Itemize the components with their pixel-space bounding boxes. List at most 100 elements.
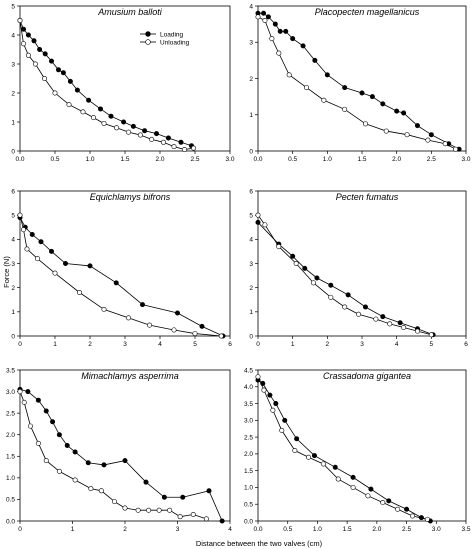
y-tick-label: 2.5 [6,410,15,417]
unloading-point [20,41,26,47]
unloading-point [156,507,162,513]
y-tick-label: 1.0 [244,485,253,492]
unloading-point [203,516,209,522]
x-tick-label: 6 [228,341,232,348]
x-tick-label: 2.0 [155,156,164,163]
plot-frame [19,369,231,522]
y-tick-label: 4 [249,237,253,244]
unloading-point [101,120,107,126]
loading-point [72,449,78,455]
loading-point [55,67,61,73]
loading-point [140,302,146,308]
loading-point [25,32,31,38]
loading-point [311,453,317,459]
loading-point [272,21,278,27]
loading-point [31,38,37,44]
unloading-line [257,214,432,336]
loading-point [48,58,54,64]
unloading-point [17,17,23,23]
loading-point [199,323,205,329]
loading-point [369,94,375,100]
panel-6: 0.0 0.5 1.0 1.5 2.0 2.5 3.0 3.5 0.0 0.5 1.0 1.5 2.0 2… [244,367,471,533]
loading-point [368,486,374,492]
unloading-point [380,500,386,506]
y-tick-label: 1 [11,309,15,316]
y-tick-label: 6 [11,188,15,195]
x-tick-label: 0.0 [15,156,24,163]
loading-point [428,132,434,138]
loading-point [98,106,104,112]
x-tick-label: 3.0 [225,156,234,163]
unloading-point [146,507,152,513]
loading-point [332,464,338,470]
x-tick-label: 0.5 [50,156,59,163]
loading-point [206,488,212,494]
y-tick-label: 3 [249,261,253,268]
unloading-point [293,260,299,266]
loading-point [122,458,128,464]
y-tick-label: 1.5 [244,468,253,475]
loading-point [219,518,225,524]
unloading-point [320,461,326,467]
y-tick-label: 1.0 [6,475,15,482]
panel-title: Amusium balloti [97,7,163,17]
unloading-point [350,484,356,490]
y-tick-label: 5 [11,212,15,219]
x-tick-label: 1.5 [343,526,352,533]
loading-point [273,401,279,407]
unloading-point [77,289,83,295]
loading-line [19,217,224,337]
unloading-point [25,52,31,58]
unloading-point [424,516,430,522]
unloading-point [149,136,155,142]
y-tick-label: 0 [249,148,253,155]
unloading-point [373,316,379,322]
y-tick-label: 2 [11,90,15,97]
y-tick-label: 2.0 [6,432,15,439]
unloading-point [20,227,26,233]
unloading-point [255,14,261,20]
loading-point [113,280,119,286]
unloading-point [383,128,389,134]
loading-point [175,310,181,316]
loading-point [37,46,43,52]
unloading-point [453,146,459,152]
y-tick-label: 0 [249,333,253,340]
loading-point [342,85,348,91]
loading-point [67,78,73,84]
unloading-point [269,36,275,42]
loading-point [38,239,44,245]
y-axis-title: Force (N) [2,256,11,288]
x-tick-label: 1.0 [85,156,94,163]
unloading-point [192,331,198,337]
loading-point [64,442,70,448]
loading-point [35,397,41,403]
loading-point [267,392,273,398]
loading-point [108,113,114,119]
loading-point [401,110,407,116]
loading-point [178,139,184,145]
loading-point [101,462,107,468]
loading-point [143,479,149,485]
unloading-point [52,270,58,276]
y-tick-label: 3 [11,61,15,68]
unloading-point [304,85,310,91]
unloading-point [112,499,118,505]
legend-unloading-marker [145,39,151,45]
loading-point [130,123,136,129]
y-tick-label: 2.0 [244,451,253,458]
unloading-point [279,427,285,433]
panel-5: 0 1 2 3 4 0.0 0.5 1.0 1.5 2.0 2.5 3.0 3.5 Mimachlamys… [6,367,232,533]
y-tick-label: 3.0 [6,389,15,396]
x-axis-title: Distance between the two valves (cm) [196,539,323,548]
x-tick-label: 3.5 [461,526,470,533]
plot-frame [19,5,231,152]
loading-point [324,72,330,78]
unloading-point [328,294,334,300]
loading-point [328,282,334,288]
unloading-point [276,50,282,56]
unloading-point [171,144,177,150]
panel-title: Pecten fumatus [336,192,399,202]
unloading-point [147,322,153,328]
